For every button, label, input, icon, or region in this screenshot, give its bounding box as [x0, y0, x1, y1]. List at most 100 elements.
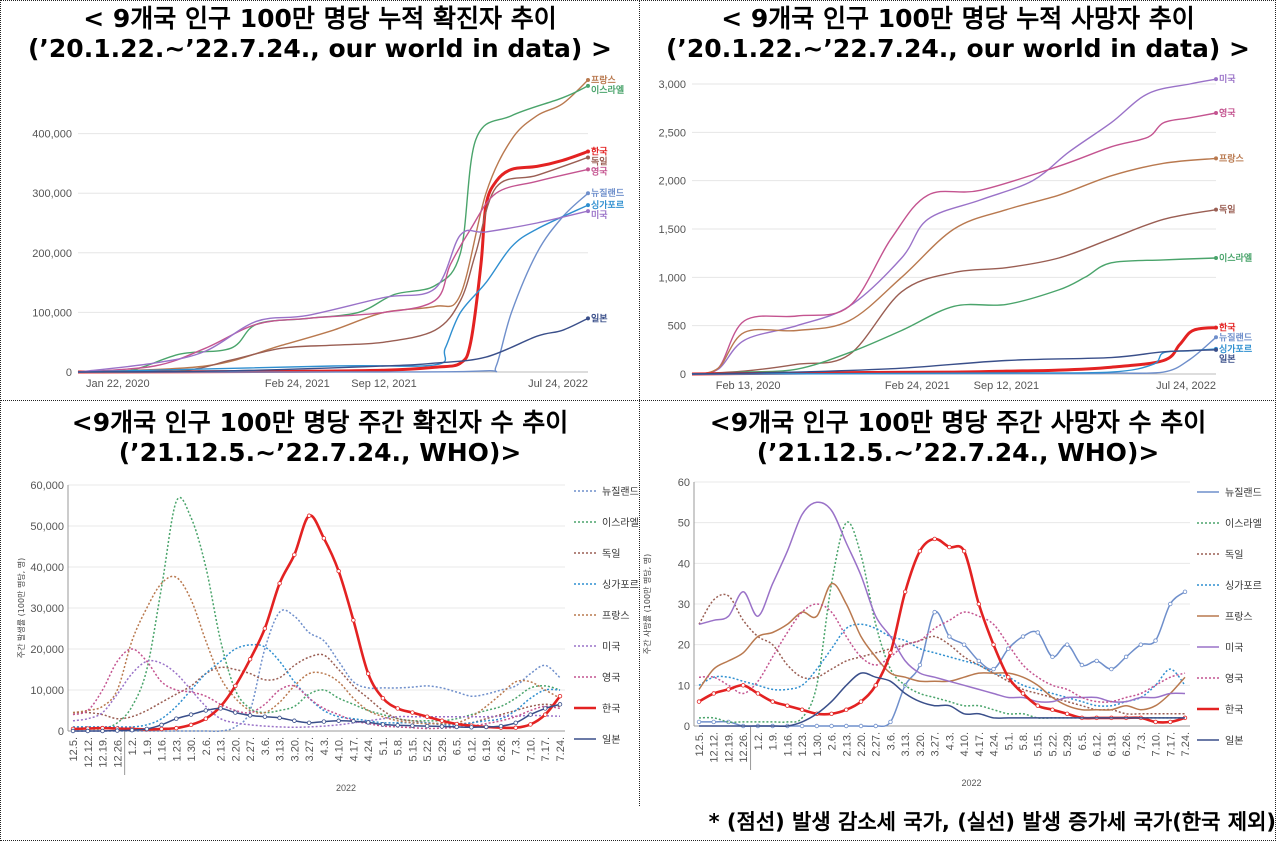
c3-point-korea [439, 718, 445, 723]
c1-endpoint-uk [586, 167, 590, 172]
c4-point-nz [1079, 662, 1085, 668]
c4-point-korea [785, 703, 790, 708]
c1-series-nz [77, 192, 589, 373]
c4-point-korea [947, 544, 952, 550]
c4-x-tick: 4.3. [944, 732, 956, 750]
c3-x-tick: 4.3. [319, 737, 331, 755]
c4-x-tick: 2.6. [827, 732, 839, 750]
c4-point-nz [858, 723, 864, 729]
c4-x-tick: 2.27. [871, 732, 883, 756]
c2-endpoint-uk [1214, 111, 1218, 115]
c4-y-tick: 10 [678, 680, 690, 692]
c4-x-tick: 1.2. [753, 732, 765, 750]
c1-series-germany [77, 156, 589, 373]
c3-point-japan [484, 724, 489, 730]
c3-x-tick: 3.13. [275, 737, 287, 761]
chart4-title: <9개국 인구 100만 명당 주간 사망자 수 추이 (’21.12.5.~’… [640, 408, 1276, 468]
c3-series-france [72, 575, 561, 725]
c2-end-label-japan: 일본 [1219, 353, 1236, 365]
c4-x-tick: 7.10. [1151, 732, 1163, 756]
c3-point-japan [513, 720, 518, 725]
c4-x-tick: 7.17. [1165, 732, 1177, 756]
c3-point-japan [174, 716, 179, 721]
c3-x-tick: 5.1. [378, 737, 390, 755]
c3-point-japan [277, 715, 282, 721]
c4-point-nz [1050, 654, 1055, 660]
c3-x-tick: 5.22. [422, 737, 434, 761]
c3-point-japan [85, 728, 90, 734]
c3-point-korea [203, 716, 209, 721]
c4-series-korea [698, 537, 1186, 724]
c3-x-tick: 5.15. [407, 737, 419, 761]
c4-point-korea [902, 589, 908, 594]
c3-point-korea [262, 626, 268, 631]
c4-legend-label-nz: 뉴질랜드 [1225, 487, 1262, 499]
c1-end-label-israel: 이스라엘 [591, 84, 624, 96]
c3-point-korea [321, 536, 327, 541]
c1-series-usa [77, 210, 589, 373]
c4-point-nz [917, 662, 923, 668]
c4-legend-label-usa: 미국 [1225, 642, 1243, 654]
c3-x-tick: 6.12. [466, 737, 478, 761]
c4-y-axis-title: 주간 사망률 (100만 명당, 명) [642, 554, 652, 654]
c3-series-korea [72, 514, 562, 731]
c3-legend-label-uk: 영국 [602, 672, 620, 684]
c3-x-tick: 3.20. [289, 737, 301, 761]
c3-x-tick: 1.9. [142, 737, 154, 755]
c2-end-label-israel: 이스라엘 [1219, 252, 1252, 264]
cumulative-cases-chart: 0 100,000 200,000 300,000 400,000 Jan 22, 202… [32, 74, 625, 390]
c3-x-tick: 2.6. [201, 737, 213, 755]
c4-point-korea [991, 642, 996, 647]
c3-point-korea [543, 712, 548, 717]
c3-point-japan [100, 728, 105, 734]
c4-legend-label-singapore: 싱가포르 [1225, 580, 1262, 592]
c4-point-korea [961, 548, 967, 554]
c1-endpoint-nz [586, 191, 590, 196]
c2-y-tick: 2,000 [658, 176, 686, 188]
c2-endpoint-nz [1214, 335, 1218, 340]
c3-x-tick: 7.3. [511, 737, 523, 755]
c4-x-tick: 12.19. [723, 732, 735, 763]
c4-point-nz [844, 723, 849, 729]
c4-point-korea [888, 650, 893, 655]
c4-point-nz [1094, 658, 1099, 664]
c3-legend-label-nz: 뉴질랜드 [602, 486, 639, 498]
c4-point-korea [976, 601, 982, 607]
chart4-title-line2: (’21.12.5.~’22.7.24., WHO)> [756, 438, 1160, 467]
c3-point-japan [336, 718, 341, 723]
c4-x-tick: 4.10. [959, 732, 971, 756]
c3-point-korea [277, 581, 282, 586]
c3-point-japan [159, 722, 164, 728]
c3-legend-label-france: 프랑스 [602, 610, 630, 622]
c4-legend-label-japan: 일본 [1225, 735, 1243, 747]
c3-point-korea [528, 722, 533, 727]
c4-point-korea [799, 707, 805, 712]
c4-point-korea [1006, 674, 1011, 680]
chart1-title: < 9개국 인구 100만 명당 누적 확진자 추이 (’20.1.22.~’2… [0, 4, 640, 64]
chart3-title: <9개국 인구 100만 명당 주간 확진자 수 추이 (’21.12.5.~’… [0, 408, 640, 468]
c2-y-tick: 1,500 [658, 224, 686, 236]
c1-series-france [77, 79, 589, 373]
c3-point-korea [159, 726, 164, 732]
c3-point-korea [380, 695, 386, 701]
c2-endpoint-korea [1214, 325, 1218, 330]
c4-point-korea [873, 683, 878, 688]
c4-point-nz [1182, 589, 1188, 594]
c3-y-tick: 50,000 [30, 521, 64, 533]
cumulative-deaths-chart: 0 500 1,000 1,500 2,000 2,500 3,000 Feb 13, 202… [658, 73, 1252, 392]
c3-x-tick: 7.24. [555, 737, 567, 761]
c2-series-germany [691, 209, 1217, 375]
c4-point-nz [1153, 638, 1158, 643]
horizontal-divider [0, 400, 1276, 401]
c4-point-korea [932, 536, 937, 542]
c3-x-tick: 3.6. [260, 737, 272, 755]
c3-x-tick: 4.10. [334, 737, 346, 761]
c1-x-tick: Feb 24, 2021 [265, 378, 330, 390]
chart4-title-line1: <9개국 인구 100만 명당 주간 사망자 수 추이 [709, 408, 1207, 437]
c1-x-tick: Jul 24, 2022 [528, 378, 588, 390]
c4-x-tick: 6.5. [1077, 732, 1089, 750]
c1-y-tick: 400,000 [32, 129, 72, 141]
c4-x-tick: 4.17. [974, 732, 986, 756]
